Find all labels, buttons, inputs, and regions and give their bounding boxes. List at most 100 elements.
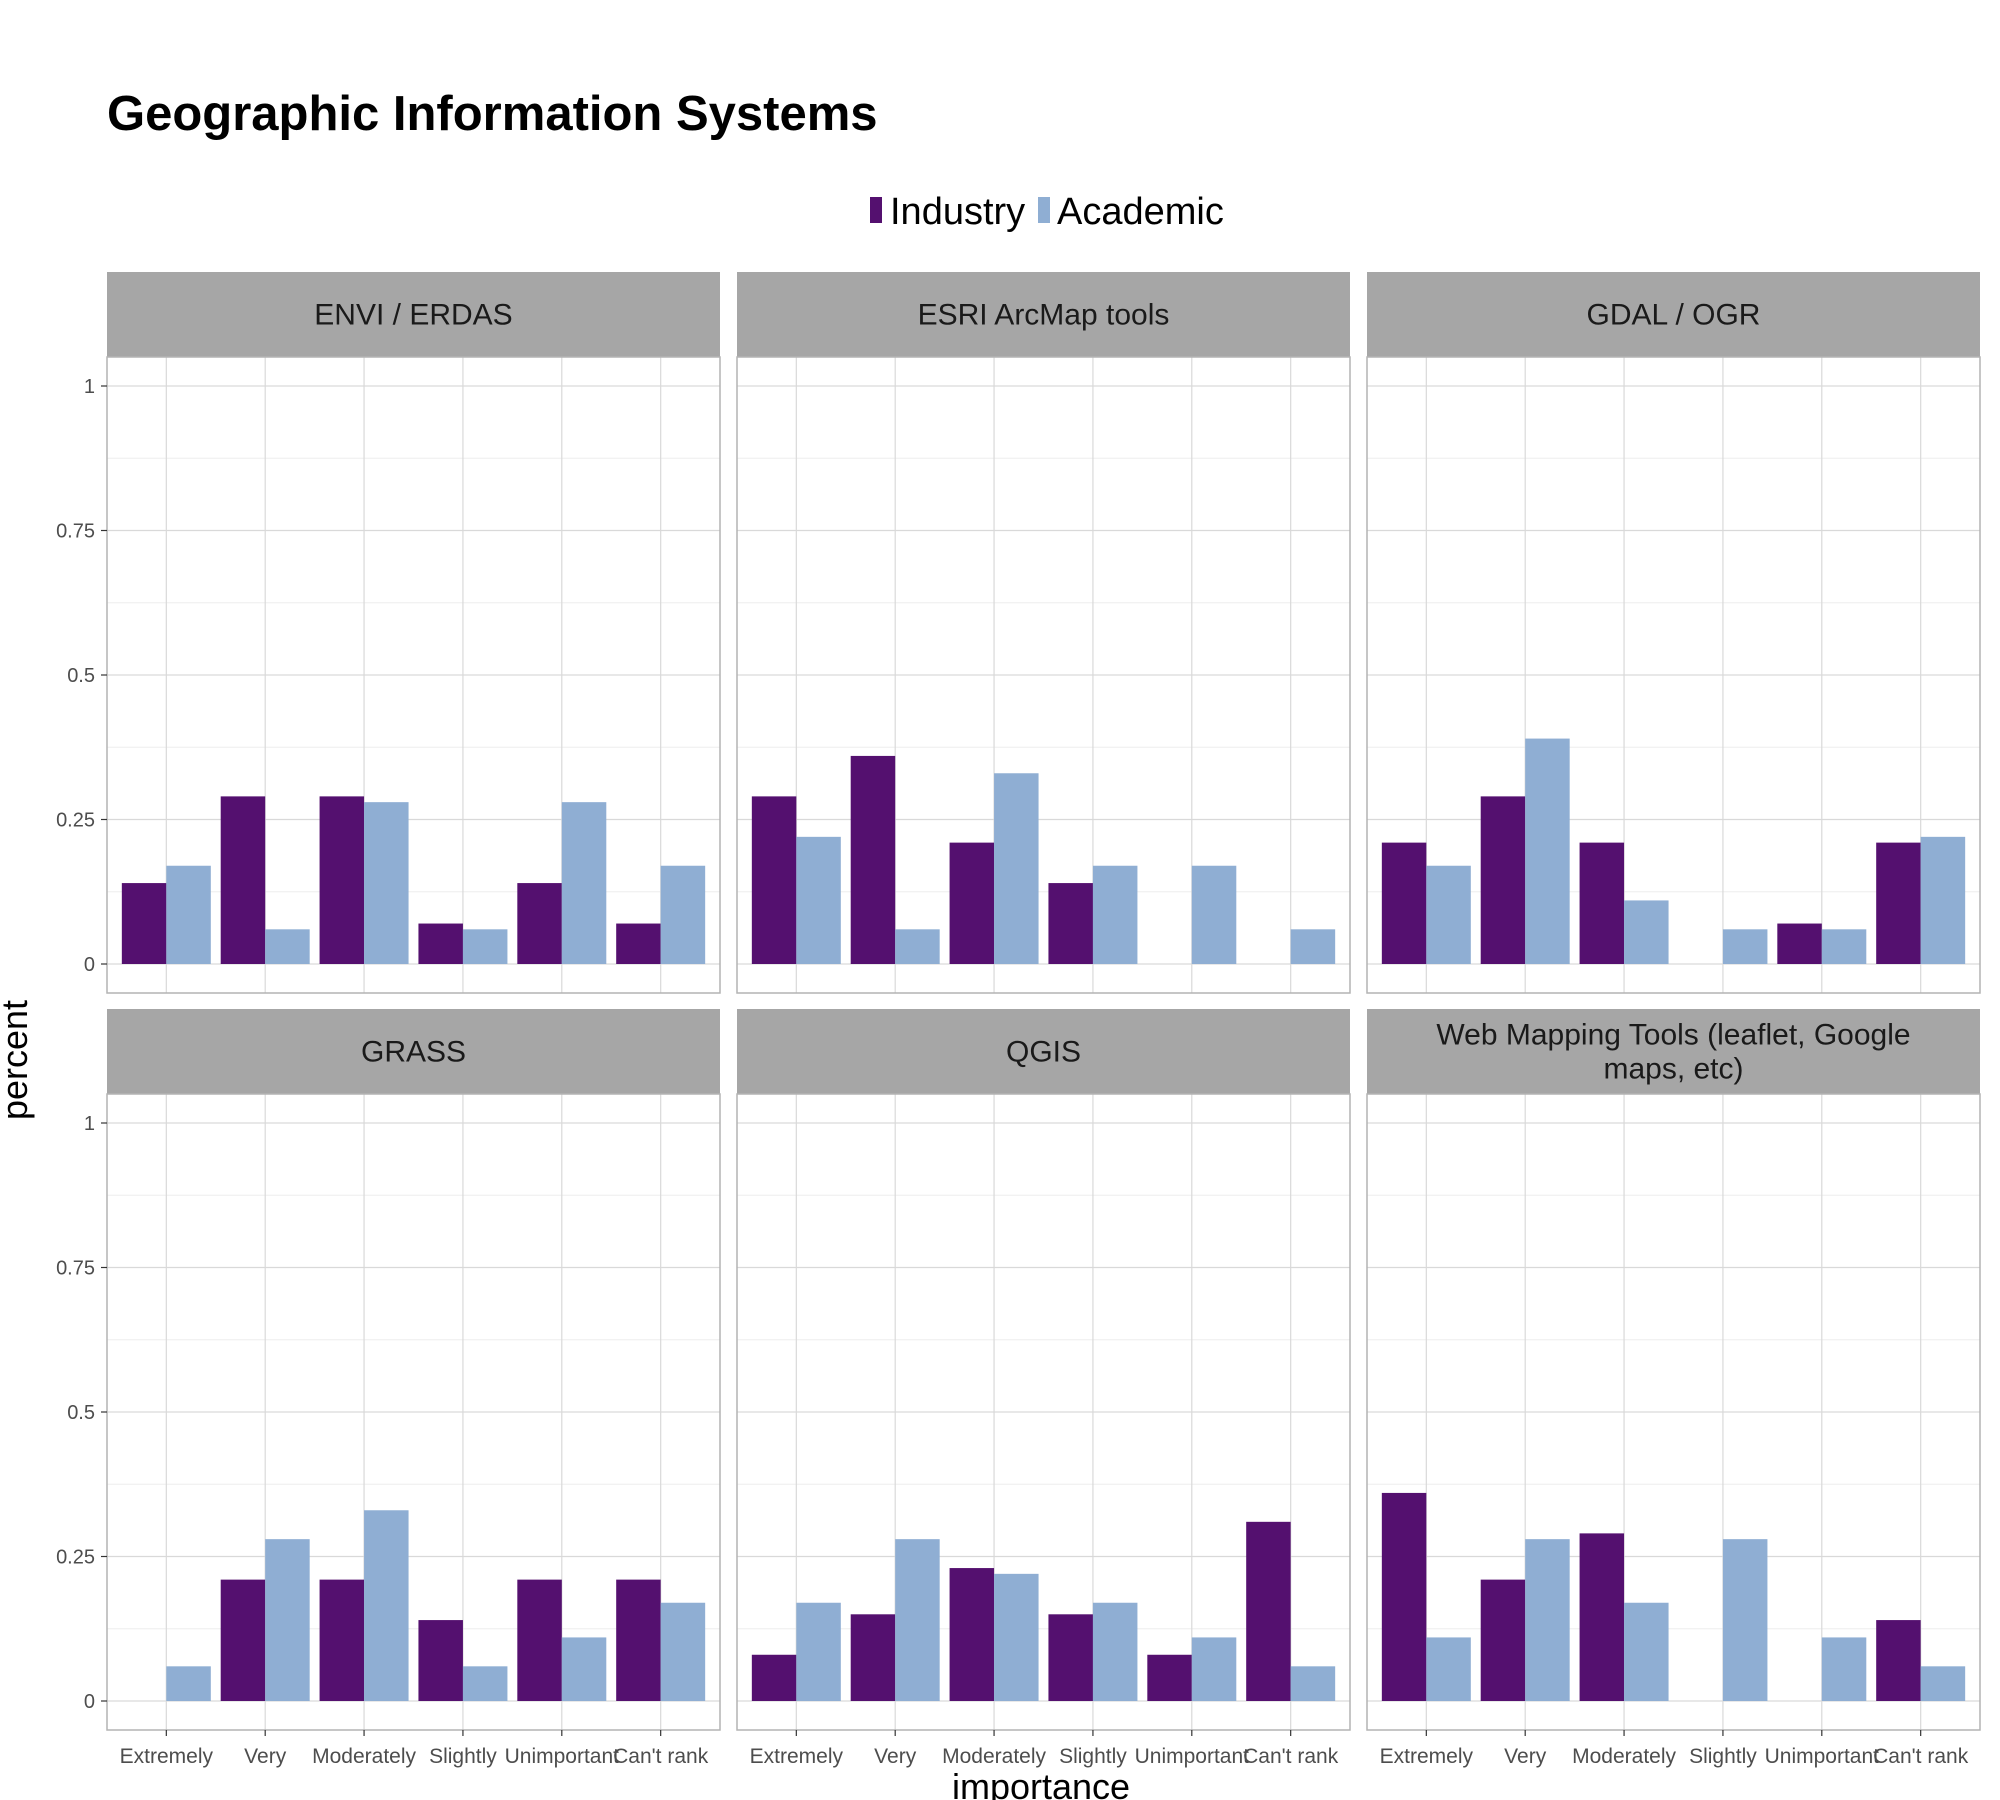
x-tick-label: Can't rank xyxy=(613,1745,709,1768)
panel-3: GRASS 0 0.25 0.5 0.75 1 Extremely Very Moderatel… xyxy=(56,1009,721,1768)
bar-industry-2 xyxy=(949,842,995,964)
legend-key-industry xyxy=(870,197,882,223)
x-tick-label: Extremely xyxy=(750,1745,844,1768)
bar-industry-3 xyxy=(1048,1614,1093,1701)
x-tick-label: Extremely xyxy=(120,1745,214,1768)
panel-border xyxy=(736,356,1351,994)
x-tick-label: Unimportant xyxy=(1135,1745,1250,1768)
bar-academic-0 xyxy=(166,1666,211,1701)
bar-industry-2 xyxy=(949,1568,995,1701)
x-tick-label: Unimportant xyxy=(1765,1745,1880,1768)
bar-academic-4 xyxy=(1191,865,1237,964)
panel-5: Web Mapping Tools (leaflet, Googlemaps, … xyxy=(1366,1009,1981,1768)
y-tick-label: 1 xyxy=(84,376,95,398)
bar-industry-3 xyxy=(418,923,463,964)
x-tick-label: Can't rank xyxy=(1243,1745,1339,1768)
bar-academic-2 xyxy=(994,1573,1039,1701)
bar-industry-0 xyxy=(751,796,797,964)
x-tick-label: Extremely xyxy=(1380,1745,1474,1768)
bar-industry-1 xyxy=(850,1614,896,1701)
bar-industry-3 xyxy=(418,1620,463,1701)
legend-key-academic xyxy=(1038,197,1050,223)
bar-academic-0 xyxy=(796,836,841,964)
y-tick-label: 0.25 xyxy=(56,1547,95,1569)
panel-border xyxy=(1366,356,1981,994)
bar-academic-5 xyxy=(1920,1666,1966,1701)
y-tick-label: 0.25 xyxy=(56,810,95,832)
x-tick-label: Can't rank xyxy=(1873,1745,1969,1768)
bar-industry-1 xyxy=(850,755,896,964)
bar-industry-3 xyxy=(1048,883,1093,964)
panel-1: ESRI ArcMap tools xyxy=(736,272,1351,994)
bar-industry-0 xyxy=(751,1654,797,1701)
bar-academic-3 xyxy=(1092,1602,1138,1701)
bar-academic-5 xyxy=(1920,836,1966,964)
bar-academic-3 xyxy=(462,1666,508,1701)
panel-strip xyxy=(107,1009,720,1094)
bar-academic-4 xyxy=(1191,1637,1237,1701)
x-tick-label: Unimportant xyxy=(505,1745,620,1768)
panel-strip-title: maps, etc) xyxy=(1603,1053,1743,1086)
bar-industry-5 xyxy=(616,923,661,964)
panel-border xyxy=(1366,1093,1981,1731)
bar-industry-4 xyxy=(517,1579,562,1701)
panel-strip xyxy=(1367,272,1980,357)
panel-4: QGIS Extremely Very Moderately Slightly Unimp… xyxy=(736,1009,1351,1768)
bar-academic-3 xyxy=(462,929,508,964)
bar-industry-1 xyxy=(220,1579,266,1701)
bar-industry-0 xyxy=(121,883,167,964)
y-tick-label: 0 xyxy=(84,1691,95,1713)
x-tick-label: Very xyxy=(244,1745,287,1768)
x-tick-label: Very xyxy=(874,1745,917,1768)
bar-academic-4 xyxy=(1821,1637,1867,1701)
bar-academic-1 xyxy=(895,1539,940,1701)
panel-0: ENVI / ERDAS 0 0.25 0.5 0.75 1 xyxy=(56,272,721,994)
y-tick-label: 0.5 xyxy=(67,1402,95,1424)
panel-strip-title: ESRI ArcMap tools xyxy=(918,299,1170,332)
bar-academic-1 xyxy=(1525,738,1570,964)
panel-strip-title: QGIS xyxy=(1006,1036,1081,1069)
legend: Industry Academic xyxy=(870,191,1224,233)
panel-strip-title: Web Mapping Tools (leaflet, Google xyxy=(1436,1019,1910,1052)
x-tick-label: Moderately xyxy=(312,1745,416,1768)
bar-academic-3 xyxy=(1722,929,1768,964)
panel-2: GDAL / OGR xyxy=(1366,272,1981,994)
bar-academic-0 xyxy=(1426,1637,1471,1701)
bar-academic-4 xyxy=(561,802,607,964)
bar-industry-5 xyxy=(1876,1620,1921,1701)
bar-academic-1 xyxy=(265,929,310,964)
x-tick-label: Slightly xyxy=(429,1745,497,1768)
legend-label-academic: Academic xyxy=(1057,191,1224,233)
bar-academic-2 xyxy=(994,773,1039,964)
y-axis-title: percent xyxy=(0,1000,35,1120)
bar-academic-4 xyxy=(1821,929,1867,964)
bar-academic-0 xyxy=(166,865,211,964)
bar-industry-0 xyxy=(1381,1492,1427,1701)
panel-strip xyxy=(1367,1009,1980,1094)
bar-academic-2 xyxy=(364,802,409,964)
y-tick-label: 0.75 xyxy=(56,521,95,543)
bar-academic-3 xyxy=(1722,1539,1768,1701)
bar-industry-4 xyxy=(1777,923,1822,964)
panel-border xyxy=(736,1093,1351,1731)
x-tick-label: Slightly xyxy=(1059,1745,1127,1768)
facet-panels: ENVI / ERDAS 0 0.25 0.5 0.75 1 ESRI ArcMap too… xyxy=(56,272,1981,1768)
bar-industry-2 xyxy=(1579,1533,1625,1701)
y-tick-label: 0 xyxy=(84,954,95,976)
y-tick-label: 0.75 xyxy=(56,1258,95,1280)
bar-industry-2 xyxy=(1579,842,1625,964)
bar-academic-5 xyxy=(1290,1666,1336,1701)
bar-industry-5 xyxy=(616,1579,661,1701)
bar-academic-5 xyxy=(1290,929,1336,964)
x-tick-label: Very xyxy=(1504,1745,1547,1768)
bar-academic-2 xyxy=(1624,900,1669,964)
x-axis-title: importance xyxy=(952,1766,1130,1800)
bar-academic-1 xyxy=(895,929,940,964)
panel-strip xyxy=(737,1009,1350,1094)
y-tick-label: 1 xyxy=(84,1113,95,1135)
bar-industry-1 xyxy=(1480,796,1526,964)
bar-industry-0 xyxy=(1381,842,1427,964)
x-tick-label: Moderately xyxy=(1572,1745,1676,1768)
bar-academic-5 xyxy=(660,865,706,964)
